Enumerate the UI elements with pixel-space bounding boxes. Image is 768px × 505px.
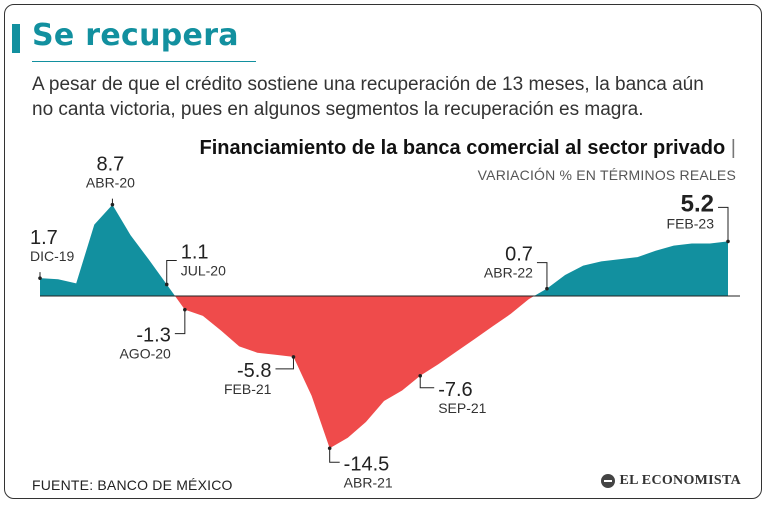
source-note: FUENTE: BANCO DE MÉXICO [32,477,233,493]
chart-title: Financiamiento de la banca comercial al … [176,135,736,188]
annotation-leader [536,262,548,289]
annotation-value: -14.5 [344,453,390,475]
brand-logo: EL ECONOMISTA [600,473,742,489]
annotation-date: SEP-21 [438,400,486,416]
annotation-leader [329,448,340,463]
annotation-leader [174,309,186,335]
title-accent-bar [12,24,20,53]
data-point-marker [38,276,42,280]
brand-mark-icon [600,474,615,488]
annotation-leader [718,206,729,242]
negative-area [40,296,728,449]
annotation-value: 1.1 [181,241,209,263]
annotation-value: -7.6 [438,379,472,401]
annotation-value: -1.3 [136,325,170,347]
intro-paragraph: A pesar de que el crédito sostiene una r… [32,74,704,120]
annotation-value: 8.7 [97,154,125,176]
brand-name: EL ECONOMISTA [619,473,741,488]
headline: Se recupera [32,18,239,53]
annotation-value: 5.2 [681,190,714,217]
annotation-leader [419,375,435,389]
annotation-date: DIC-19 [30,248,75,264]
title-separator: | [730,137,736,159]
annotation-date: ABR-20 [86,175,135,191]
annotation-value: -5.8 [237,360,271,382]
headline-underline [32,61,256,62]
annotation-date: FEB-21 [224,381,272,397]
data-point-marker [545,286,549,291]
annotation-leader [166,259,177,285]
annotation-date: JUL-20 [181,262,226,278]
annotation-date: FEB-23 [667,215,715,231]
annotation-date: ABR-22 [484,265,533,281]
annotation-leader [275,356,294,370]
chart-subtitle: VARIACIÓN % EN TÉRMINOS REALES [477,167,736,183]
chart-title-main: Financiamiento de la banca comercial al … [199,137,726,159]
annotation-value: 1.7 [30,227,58,249]
annotation-value: 0.7 [505,244,533,266]
annotation-date: AGO-20 [119,346,171,362]
annotation-date: ABR-21 [344,474,393,490]
data-point-marker [110,202,115,207]
positive-area [40,204,728,296]
